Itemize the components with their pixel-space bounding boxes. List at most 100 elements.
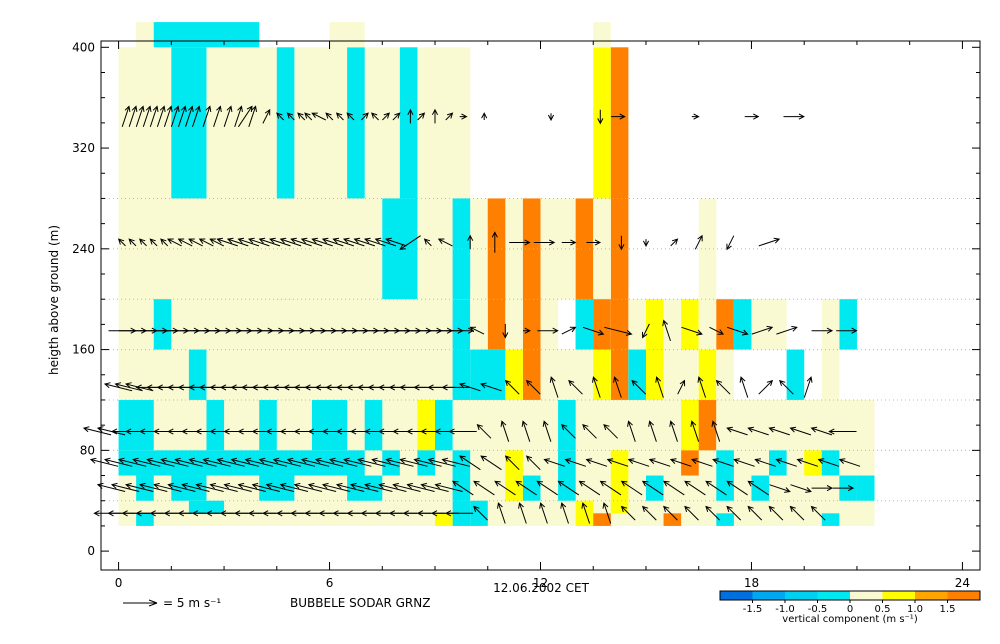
wind-vector-arrow — [790, 484, 812, 493]
wind-vector-arrow — [500, 420, 510, 442]
y-tick-label: 0 — [87, 544, 95, 558]
colorbar-swatch — [817, 591, 850, 600]
wind-vector-arrow — [747, 426, 769, 436]
wind-vector-arrow — [606, 458, 629, 467]
wind-vector-arrow — [448, 428, 477, 435]
wind-vector-arrow — [582, 326, 605, 336]
x-tick-label: 18 — [744, 576, 759, 590]
wind-vector-arrow — [188, 238, 203, 247]
vertical-component-cell — [663, 513, 682, 526]
vertical-component-cell — [329, 22, 365, 48]
wind-vector-arrow — [754, 458, 776, 467]
wind-vector-arrow — [360, 112, 369, 121]
wind-vector-arrow — [525, 379, 541, 395]
wind-vector-arrow — [202, 105, 212, 127]
wind-vector-arrow — [163, 105, 173, 127]
wind-vector-arrow — [783, 113, 805, 120]
wind-vector-arrow — [726, 426, 748, 436]
vertical-component-cell — [558, 450, 576, 501]
vertical-component-cell — [540, 349, 594, 400]
colorbar-swatch — [882, 591, 915, 600]
wind-vector-arrow — [641, 480, 664, 496]
wind-vector-arrow — [469, 326, 485, 335]
wind-vector-arrow — [251, 482, 281, 492]
wind-vector-arrow — [557, 480, 580, 496]
wind-vector-arrow — [727, 326, 749, 336]
wind-vector-arrow — [314, 457, 344, 467]
wind-vector-arrow — [304, 112, 313, 121]
vertical-component-cell — [681, 349, 699, 400]
colorbar-tick-label: 0.5 — [875, 604, 891, 615]
vertical-component-cell — [786, 349, 805, 400]
wind-scale-arrowhead — [148, 599, 158, 607]
wind-vector-arrow — [744, 113, 760, 120]
wind-vector-arrow — [509, 239, 531, 246]
wind-vector-arrow — [170, 105, 180, 127]
x-axis-label: 12.06.2002 CET — [493, 581, 589, 595]
wind-vector-arrow — [307, 482, 337, 492]
wind-vector-arrow — [537, 327, 559, 334]
wind-vector-arrow — [547, 113, 555, 122]
vertical-component-cell — [839, 299, 857, 350]
wind-vector-arrow — [213, 105, 222, 127]
vertical-component-cell — [593, 349, 611, 400]
y-tick-label: 160 — [72, 343, 95, 357]
wind-vector-arrow — [811, 485, 834, 492]
wind-vector-arrow — [441, 384, 470, 391]
wind-vector-arrow — [712, 458, 734, 467]
vertical-component-cell — [716, 349, 734, 400]
station-label: BUBBELE SODAR GRNZ — [290, 596, 430, 610]
wind-vector-arrow — [613, 376, 622, 398]
wind-vector-arrow — [321, 237, 344, 247]
wind-vector-arrow — [153, 482, 182, 492]
wind-vector-arrow — [697, 376, 707, 398]
wind-vector-arrow — [603, 423, 618, 439]
wind-vector-arrow — [459, 455, 481, 471]
wind-vector-arrow — [536, 480, 558, 496]
wind-vector-arrow — [125, 482, 154, 492]
wind-vector-arrow — [669, 420, 678, 442]
wind-vector-arrow — [789, 505, 805, 521]
vertical-component-cell — [487, 399, 506, 451]
wind-vector-arrow — [392, 482, 421, 492]
wind-vector-arrow — [564, 458, 587, 467]
wind-vector-arrow — [198, 238, 214, 247]
wind-vector-arrow — [604, 326, 633, 336]
wind-vector-arrow — [407, 108, 414, 124]
wind-vector-arrow — [473, 505, 488, 521]
vertical-component-cell — [435, 399, 453, 451]
wind-vector-arrow — [82, 426, 112, 436]
vertical-component-cell — [593, 22, 611, 48]
vertical-component-cell — [540, 299, 559, 350]
wind-vector-arrow — [149, 238, 158, 247]
wind-vector-arrow — [399, 457, 428, 467]
wind-vector-arrow — [515, 480, 537, 496]
vertical-component-cell — [382, 198, 418, 300]
wind-vector-arrow — [202, 457, 231, 467]
wind-vector-arrow — [174, 457, 203, 467]
wind-vector-arrow — [618, 235, 625, 251]
wind-vector-arrow — [627, 458, 650, 467]
vertical-component-cell — [593, 47, 611, 199]
wind-vector-arrow — [364, 482, 393, 492]
wind-vector-arrow — [346, 112, 355, 121]
wind-vector-arrow — [533, 239, 556, 246]
wind-vector-arrow — [244, 457, 273, 467]
wind-vector-arrow — [135, 105, 145, 127]
wind-vector-arrow — [476, 423, 492, 439]
wind-vector-arrow — [335, 112, 344, 121]
colorbar: -1.5 -1.0 -0.5 0 0.5 1.0 1.5 — [719, 590, 981, 615]
wind-vector-arrow — [705, 480, 727, 496]
wind-scale-label: = 5 m s⁻¹ — [163, 596, 221, 610]
wind-vector-arrow — [237, 237, 260, 247]
wind-vector-arrow — [350, 482, 379, 492]
wind-vector-arrow — [325, 112, 334, 121]
wind-vector-arrow — [279, 237, 302, 247]
wind-vector-arrow — [810, 426, 833, 436]
wind-vector-arrow — [739, 376, 749, 398]
colorbar-tick-label: 0 — [847, 604, 853, 615]
vertical-component-cell — [716, 513, 734, 526]
wind-vector-arrow — [655, 376, 664, 398]
wind-vector-arrow — [684, 480, 706, 496]
wind-vector-arrow — [132, 457, 161, 467]
